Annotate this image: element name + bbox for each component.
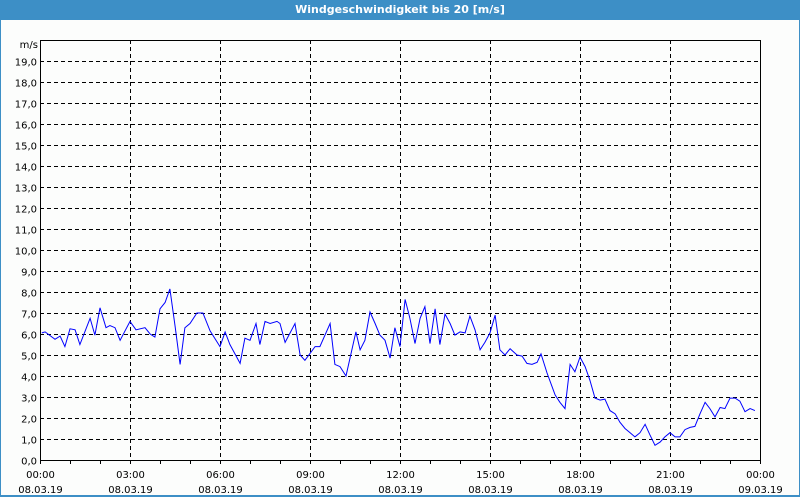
y-tick-label: 6,0 <box>21 331 37 342</box>
y-tick-label: 9,0 <box>21 268 37 279</box>
axes: 0,0 1,0 2,0 3,0 4,0 5,0 6,0 7,0 8,0 9,0 10,0 11,0 12… <box>15 40 783 496</box>
chart-title: Windgeschwindigkeit bis 20 [m/s] <box>0 0 800 20</box>
y-tick-label: 3,0 <box>21 394 37 405</box>
x-tick-date: 08.03.19 <box>198 485 243 496</box>
x-tick-date: 08.03.19 <box>468 485 513 496</box>
x-tick-time: 09:00 <box>296 470 325 481</box>
x-tick-time: 15:00 <box>476 470 505 481</box>
y-tick-label: 12,0 <box>15 205 37 216</box>
grid <box>40 40 760 460</box>
x-tick-date: 08.03.19 <box>558 485 603 496</box>
y-tick-label: 17,0 <box>15 100 37 111</box>
y-tick-label: 5,0 <box>21 352 37 363</box>
y-tick-label: 4,0 <box>21 373 37 384</box>
x-tick-time: 00:00 <box>26 470 55 481</box>
x-tick-time: 00:00 <box>746 470 775 481</box>
x-tick-time: 12:00 <box>386 470 415 481</box>
x-tick-time: 18:00 <box>566 470 595 481</box>
y-tick-label: 16,0 <box>15 121 37 132</box>
y-tick-label: 11,0 <box>15 226 37 237</box>
y-tick-label: 13,0 <box>15 184 37 195</box>
y-tick-label: 1,0 <box>21 436 37 447</box>
x-tick-date: 08.03.19 <box>648 485 693 496</box>
x-tick-date: 08.03.19 <box>18 485 63 496</box>
y-tick-label: 2,0 <box>21 415 37 426</box>
x-tick-time: 21:00 <box>656 470 685 481</box>
wind-speed-line <box>41 288 756 447</box>
y-axis-unit-label: m/s <box>20 40 38 51</box>
x-tick-time: 03:00 <box>116 470 145 481</box>
y-tick-label: 14,0 <box>15 163 37 174</box>
y-tick-label: 8,0 <box>21 289 37 300</box>
y-tick-label: 10,0 <box>15 247 37 258</box>
x-tick-date: 08.03.19 <box>288 485 333 496</box>
y-tick-label: 19,0 <box>15 58 37 69</box>
y-tick-label: 18,0 <box>15 79 37 90</box>
y-tick-label: 15,0 <box>15 142 37 153</box>
x-tick-date: 08.03.19 <box>378 485 423 496</box>
x-tick-date: 09.03.19 <box>738 485 783 496</box>
y-tick-label: 0,0 <box>21 457 37 468</box>
x-tick-date: 08.03.19 <box>108 485 153 496</box>
x-tick-time: 06:00 <box>206 470 235 481</box>
y-tick-label: 7,0 <box>21 310 37 321</box>
series-layer <box>41 288 756 447</box>
